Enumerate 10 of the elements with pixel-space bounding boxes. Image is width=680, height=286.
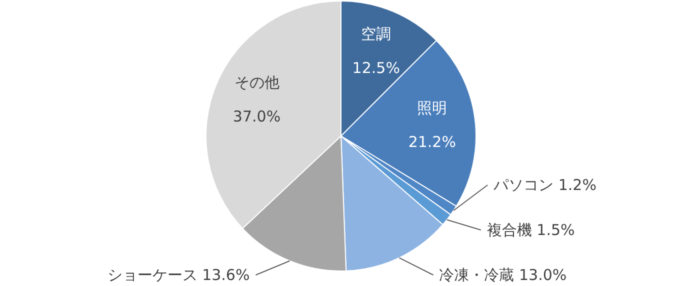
slice-label: その他 (234, 74, 280, 92)
data-label: 21.2% (408, 133, 456, 152)
slice-label: パソコン 1.2% (492, 176, 596, 194)
data-label: 37.0% (232, 108, 281, 126)
slice-label: 照明 (417, 99, 448, 118)
slice-label: 空調 (361, 25, 392, 44)
slice-label: 複合機 1.5% (486, 221, 575, 239)
data-label: 12.5% (352, 59, 400, 78)
slice-label: ショーケース 13.6% (107, 266, 250, 284)
slice-label: 冷凍・冷蔵 13.0% (439, 266, 567, 284)
